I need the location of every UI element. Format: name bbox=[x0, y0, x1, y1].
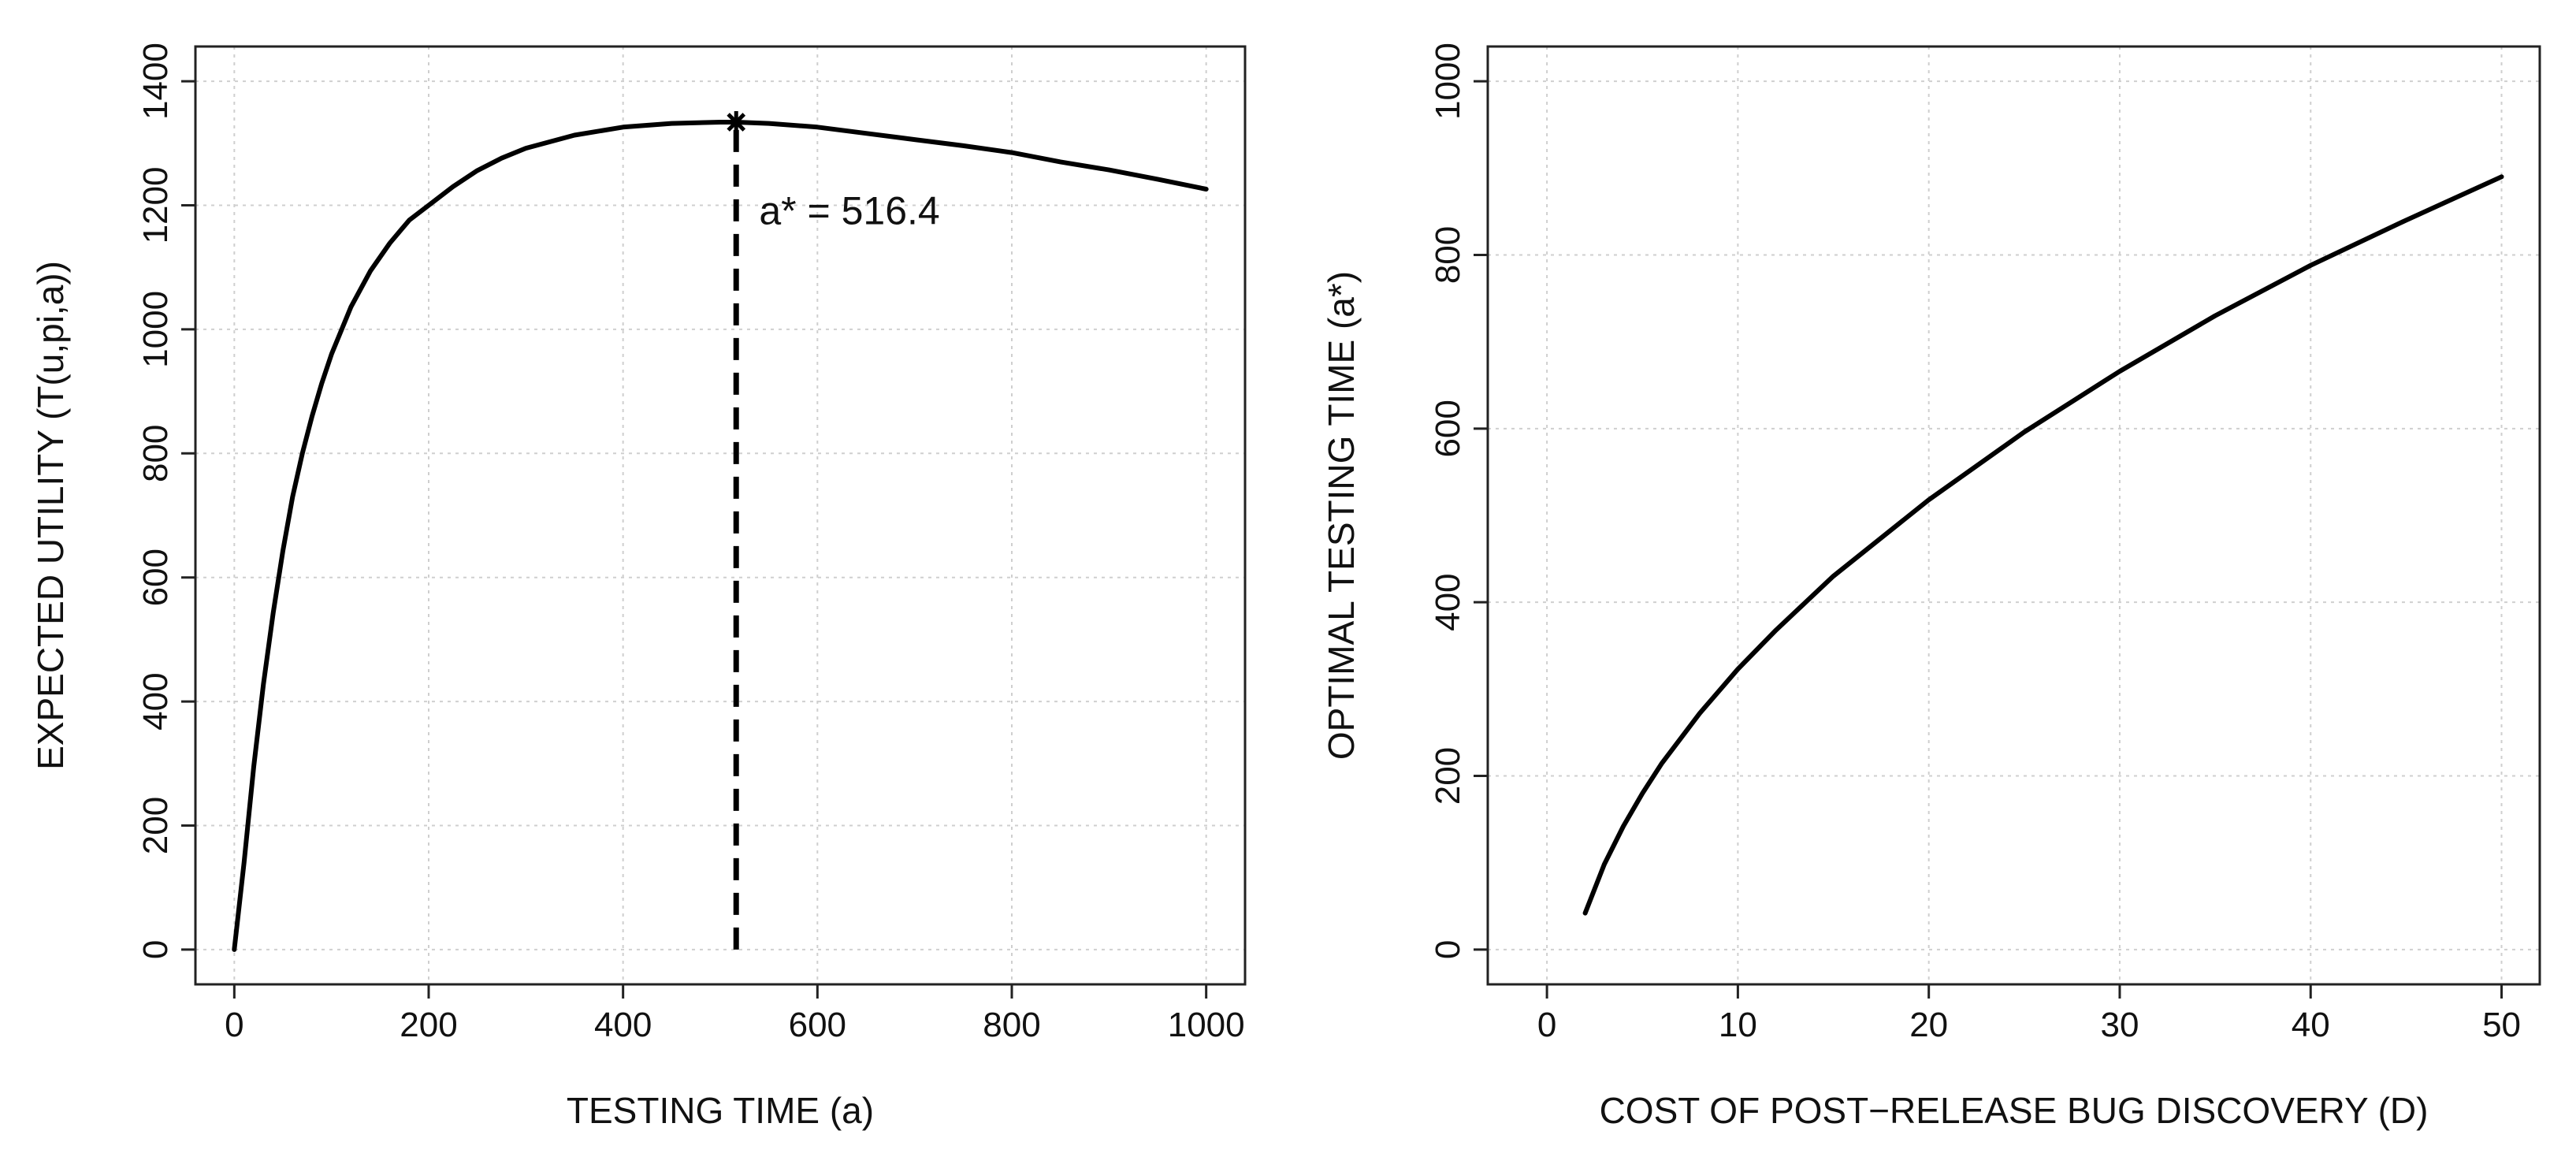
x-tick-label: 800 bbox=[983, 1006, 1040, 1044]
x-tick-label: 0 bbox=[1537, 1006, 1556, 1044]
y-tick-label: 600 bbox=[136, 549, 175, 606]
y-tick-label: 400 bbox=[136, 672, 175, 730]
x-tick-label: 600 bbox=[789, 1006, 846, 1044]
x-tick-label: 20 bbox=[1909, 1006, 1948, 1044]
y-axis-label: EXPECTED UTILITY (T(u,pi,a)) bbox=[30, 261, 71, 770]
y-tick-label: 0 bbox=[136, 940, 175, 959]
y-tick-label: 800 bbox=[1429, 226, 1467, 284]
x-axis-label: TESTING TIME (a) bbox=[567, 1090, 874, 1131]
x-tick-label: 200 bbox=[400, 1006, 457, 1044]
y-tick-label: 1000 bbox=[1429, 43, 1467, 120]
optimum-asterisk-marker bbox=[725, 111, 748, 134]
y-tick-label: 1000 bbox=[136, 291, 175, 368]
data-series-line bbox=[232, 120, 1209, 952]
right-panel-optimal-time-vs-cost: 0 10 20 30 40 50 0 200 400 600 800 1000 COST OF POST… bbox=[1321, 43, 2541, 1131]
left-panel-utility-vs-testing-time: 0 200 400 600 800 1000 0 200 400 600 800 1000 1200 14… bbox=[30, 43, 1247, 1131]
x-tick-label: 30 bbox=[2100, 1006, 2139, 1044]
plot-frame bbox=[1486, 45, 2541, 986]
x-tick-label: 0 bbox=[225, 1006, 243, 1044]
x-axis-label: COST OF POST−RELEASE BUG DISCOVERY (D) bbox=[1600, 1090, 2429, 1131]
y-tick-label: 0 bbox=[1429, 940, 1467, 959]
optimum-annotation: a* = 516.4 bbox=[759, 188, 939, 232]
x-tick-label: 1000 bbox=[1168, 1006, 1245, 1044]
y-tick-label: 200 bbox=[136, 797, 175, 854]
y-tick-label: 600 bbox=[1429, 400, 1467, 457]
y-tick-label: 400 bbox=[1429, 573, 1467, 630]
plot-frame bbox=[194, 45, 1247, 986]
x-tick-label: 50 bbox=[2482, 1006, 2521, 1044]
y-tick-label: 800 bbox=[136, 425, 175, 482]
x-tick-label: 10 bbox=[1719, 1006, 1757, 1044]
y-tick-label: 1400 bbox=[136, 43, 175, 120]
x-tick-label: 400 bbox=[594, 1006, 652, 1044]
x-tick-label: 40 bbox=[2292, 1006, 2330, 1044]
data-series-line bbox=[1582, 174, 2504, 916]
y-tick-label: 1200 bbox=[136, 167, 175, 244]
asterisk-stroke bbox=[727, 113, 746, 132]
y-axis-label: OPTIMAL TESTING TIME (a*) bbox=[1321, 271, 1362, 760]
y-tick-label: 200 bbox=[1429, 747, 1467, 805]
